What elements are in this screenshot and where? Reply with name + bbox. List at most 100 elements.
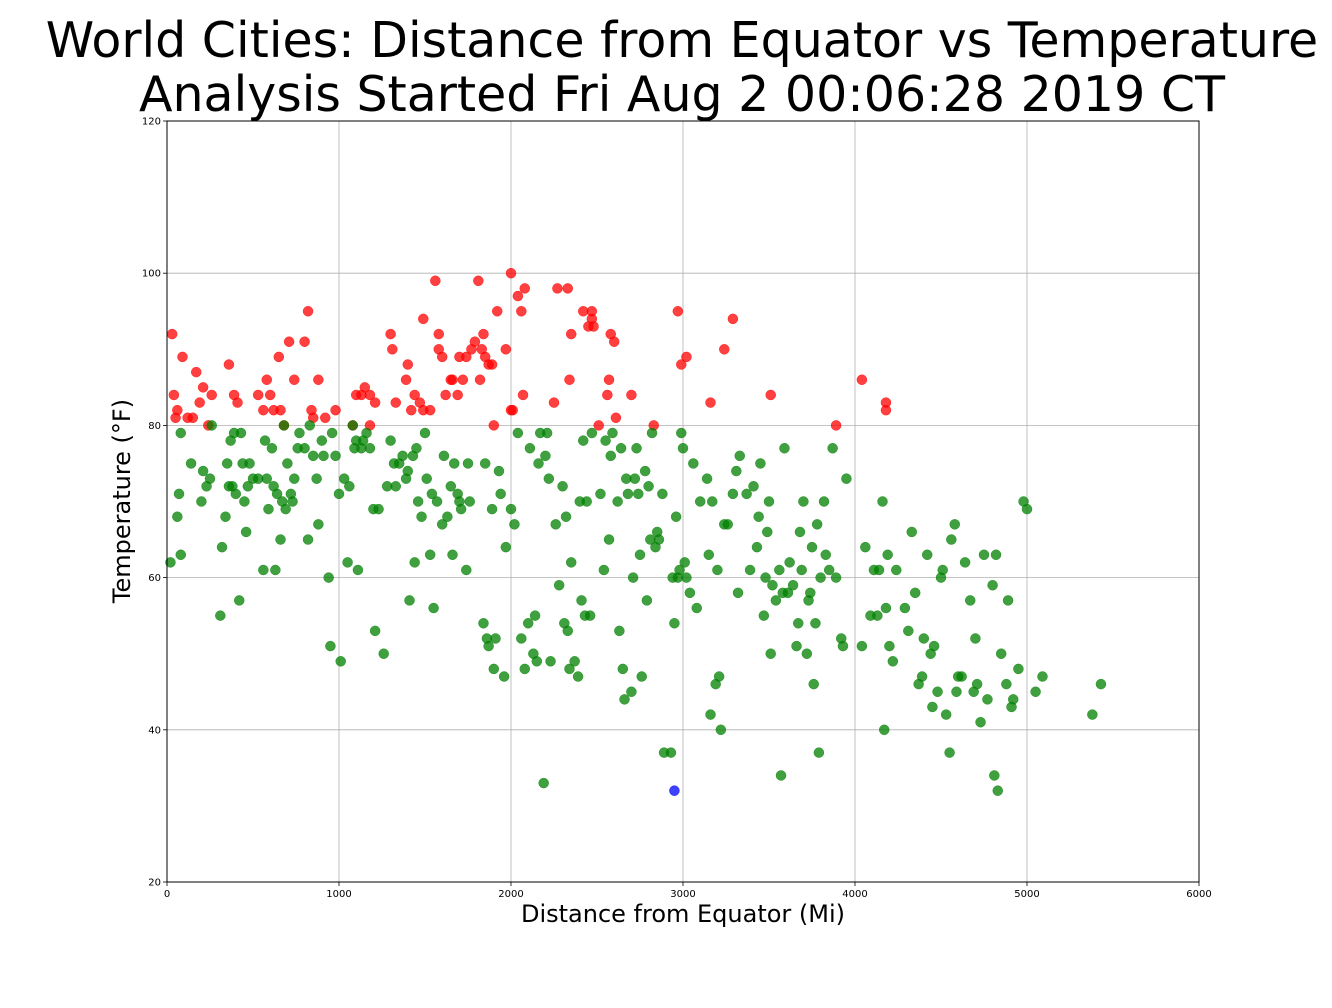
data-point bbox=[949, 519, 961, 530]
data-point bbox=[488, 420, 500, 431]
data-point bbox=[490, 633, 501, 644]
data-point bbox=[712, 564, 723, 576]
data-point bbox=[531, 656, 543, 667]
data-point bbox=[455, 503, 467, 515]
data-point bbox=[657, 488, 668, 500]
data-point bbox=[615, 442, 627, 454]
x-tick-label: 1000 bbox=[326, 889, 351, 900]
data-point bbox=[627, 572, 639, 583]
data-point bbox=[577, 435, 589, 446]
data-point bbox=[505, 503, 517, 515]
y-tick-label: 100 bbox=[142, 269, 161, 280]
data-point bbox=[498, 671, 510, 682]
data-point bbox=[344, 481, 355, 492]
data-point bbox=[220, 511, 231, 522]
data-point bbox=[326, 427, 338, 439]
data-point bbox=[909, 587, 921, 599]
data-point bbox=[882, 549, 893, 561]
data-point bbox=[639, 465, 651, 477]
data-point bbox=[452, 389, 463, 401]
data-point bbox=[385, 435, 396, 446]
data-point bbox=[242, 481, 254, 492]
data-point bbox=[669, 618, 680, 629]
data-point bbox=[562, 625, 574, 637]
data-point bbox=[760, 572, 771, 583]
data-point bbox=[461, 351, 472, 363]
data-point bbox=[505, 267, 517, 279]
data-point bbox=[676, 427, 687, 439]
data-point bbox=[806, 541, 818, 553]
data-point bbox=[486, 503, 498, 515]
data-point bbox=[753, 511, 764, 522]
data-point bbox=[259, 435, 271, 446]
data-point bbox=[215, 610, 226, 621]
data-point bbox=[436, 351, 448, 363]
data-point bbox=[275, 404, 286, 416]
data-point bbox=[369, 397, 381, 408]
data-point bbox=[347, 420, 359, 431]
data-point bbox=[412, 496, 424, 507]
data-point bbox=[359, 382, 371, 393]
data-point bbox=[940, 709, 952, 720]
data-point bbox=[387, 344, 398, 355]
data-point bbox=[684, 587, 696, 599]
data-point bbox=[927, 701, 938, 713]
data-point bbox=[428, 602, 439, 614]
data-point bbox=[891, 564, 902, 576]
data-point bbox=[903, 625, 914, 637]
data-point bbox=[794, 526, 806, 538]
data-point bbox=[634, 549, 646, 561]
data-point bbox=[856, 374, 868, 385]
data-point bbox=[605, 450, 617, 462]
data-point bbox=[244, 458, 255, 469]
data-point bbox=[206, 420, 217, 431]
data-point bbox=[411, 442, 422, 454]
data-point bbox=[1087, 709, 1098, 720]
data-point bbox=[872, 610, 883, 621]
data-point bbox=[603, 534, 615, 545]
data-point bbox=[335, 656, 346, 667]
data-point bbox=[553, 579, 565, 591]
data-point bbox=[873, 564, 885, 576]
data-point bbox=[378, 648, 389, 659]
data-point bbox=[495, 488, 506, 500]
data-point bbox=[361, 427, 372, 439]
data-point bbox=[313, 519, 324, 530]
data-point bbox=[918, 633, 930, 644]
data-point bbox=[464, 496, 475, 507]
data-point bbox=[172, 404, 183, 416]
data-point bbox=[1013, 663, 1024, 675]
data-point bbox=[421, 473, 432, 484]
data-point bbox=[330, 450, 341, 462]
data-point bbox=[810, 618, 821, 629]
data-point bbox=[448, 458, 460, 469]
data-point bbox=[469, 336, 481, 347]
data-point bbox=[990, 549, 1002, 561]
data-point bbox=[333, 488, 345, 500]
data-point bbox=[975, 716, 986, 728]
data-point bbox=[987, 579, 998, 591]
data-point bbox=[486, 359, 498, 370]
data-point bbox=[512, 427, 524, 439]
data-point bbox=[258, 404, 269, 416]
data-point bbox=[677, 442, 689, 454]
x-axis-label: Distance from Equator (Mi) bbox=[521, 900, 845, 928]
data-point bbox=[603, 374, 615, 385]
data-point bbox=[540, 450, 551, 462]
data-point bbox=[727, 488, 739, 500]
data-point bbox=[629, 473, 641, 484]
data-point bbox=[959, 557, 971, 568]
x-tick-label: 2000 bbox=[498, 889, 523, 900]
data-point bbox=[385, 328, 396, 340]
data-point bbox=[316, 435, 328, 446]
data-point bbox=[461, 564, 472, 576]
data-point bbox=[418, 313, 429, 325]
grid-lines bbox=[166, 120, 1200, 883]
data-point bbox=[676, 359, 687, 370]
data-point bbox=[748, 481, 759, 492]
data-point bbox=[581, 496, 592, 507]
data-point bbox=[270, 564, 281, 576]
data-point bbox=[438, 450, 450, 462]
y-axis-label: Temperature (°F) bbox=[108, 399, 136, 604]
data-point bbox=[541, 427, 553, 439]
